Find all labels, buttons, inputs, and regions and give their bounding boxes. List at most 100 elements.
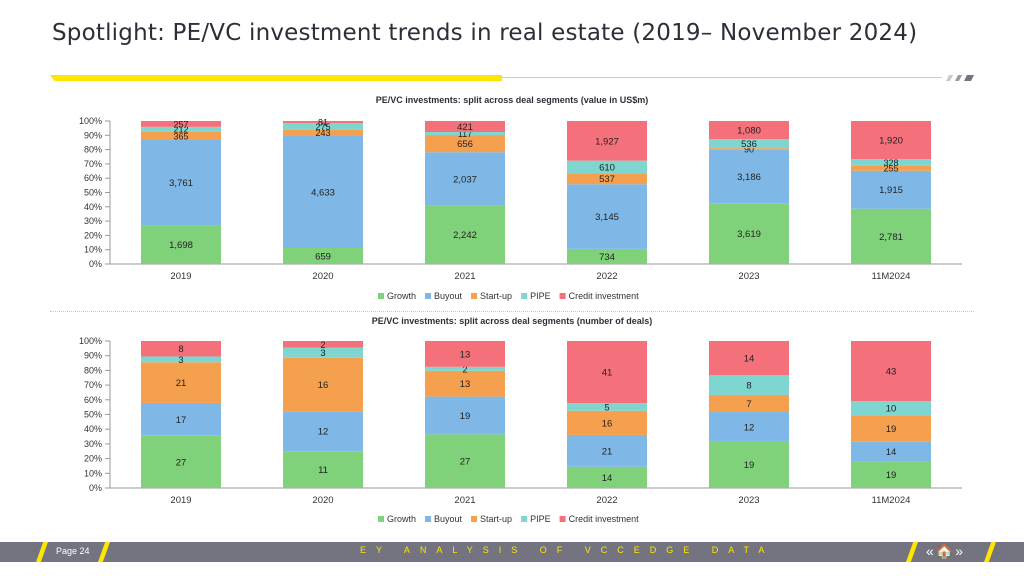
y-tick-label: 60% xyxy=(84,173,102,183)
data-label: 19 xyxy=(460,411,471,422)
x-tick-label: 2021 xyxy=(454,271,475,282)
data-label: 13 xyxy=(460,379,471,390)
legend-swatch-start-up xyxy=(471,293,478,299)
bar-start-up xyxy=(567,410,647,435)
data-label: 81 xyxy=(318,117,328,127)
data-label: 3 xyxy=(178,355,183,365)
data-label: 8 xyxy=(178,344,183,355)
x-tick-label: 2020 xyxy=(312,271,333,282)
y-tick-label: 10% xyxy=(84,245,102,255)
bar-pipe xyxy=(141,126,221,132)
data-label: 3 xyxy=(320,348,325,359)
legend-label-buyout: Buyout xyxy=(434,514,463,524)
bar-buyout xyxy=(567,184,647,249)
data-label: 2,781 xyxy=(879,232,903,243)
y-tick-label: 0% xyxy=(89,259,102,269)
y-tick-label: 20% xyxy=(84,454,102,464)
data-label: 12 xyxy=(318,427,329,438)
y-tick-label: 30% xyxy=(84,216,102,226)
bar-buyout xyxy=(283,411,363,452)
bar-start-up xyxy=(709,394,789,413)
data-label: 21 xyxy=(602,446,613,457)
x-tick-label: 2019 xyxy=(170,271,191,282)
bar-credit-investment xyxy=(567,121,647,161)
legend-swatch-pipe xyxy=(521,293,528,299)
legend-swatch-buyout xyxy=(425,516,432,522)
bar-credit-investment xyxy=(567,341,647,404)
data-label: 14 xyxy=(744,354,755,365)
bar-start-up xyxy=(851,415,931,442)
data-label: 7 xyxy=(746,399,751,410)
bar-start-up xyxy=(283,129,363,136)
y-tick-label: 20% xyxy=(84,230,102,240)
y-tick-label: 90% xyxy=(84,351,102,361)
data-label: 13 xyxy=(460,349,471,360)
data-label: 41 xyxy=(602,368,613,379)
data-label: 1,915 xyxy=(879,185,903,196)
data-label: 19 xyxy=(886,424,897,435)
y-tick-label: 80% xyxy=(84,365,102,375)
data-label: 43 xyxy=(886,367,897,378)
legend-swatch-growth xyxy=(378,516,384,522)
y-tick-label: 50% xyxy=(84,188,102,198)
y-tick-label: 80% xyxy=(84,145,102,155)
y-tick-label: 70% xyxy=(84,380,102,390)
chart-value: 0% 10% 20% 30% 40% 50% 60% 70% 80% 90% 100% 1,698 3,… xyxy=(79,116,962,301)
bar-credit-investment xyxy=(283,341,363,348)
bar-start-up xyxy=(425,135,505,153)
title-underline-accent xyxy=(50,75,502,81)
data-label: 10 xyxy=(886,404,897,415)
legend-label-start-up: Start-up xyxy=(480,291,512,301)
data-label: 610 xyxy=(599,162,615,173)
bar-buyout xyxy=(709,412,789,442)
x-tick-label: 2020 xyxy=(312,495,333,506)
footer-bar xyxy=(0,542,1024,562)
data-label: 27 xyxy=(176,457,187,468)
x-tick-label: 2019 xyxy=(170,495,191,506)
bar-start-up xyxy=(567,173,647,185)
bar-credit-investment xyxy=(851,121,931,160)
data-label: 21 xyxy=(176,378,187,389)
bar-growth xyxy=(141,435,221,488)
legend-label-buyout: Buyout xyxy=(434,291,463,301)
x-tick-label: 2021 xyxy=(454,495,475,506)
page-title: Spotlight: PE/VC investment trends in re… xyxy=(52,20,918,46)
footer-nav-icons[interactable]: «🏠» xyxy=(926,543,966,559)
data-label: 328 xyxy=(883,158,898,168)
bar-credit-investment xyxy=(141,121,221,127)
bar-credit-investment xyxy=(709,121,789,140)
bar-start-up xyxy=(709,148,789,150)
data-label: 8 xyxy=(746,381,751,392)
y-tick-label: 50% xyxy=(84,410,102,420)
bar-start-up xyxy=(283,357,363,412)
bar-buyout xyxy=(141,139,221,226)
bar-growth xyxy=(709,441,789,488)
bar-pipe xyxy=(567,160,647,174)
page-number: Page 24 xyxy=(56,546,90,556)
x-tick-label: 2022 xyxy=(596,495,617,506)
bar-growth xyxy=(425,205,505,264)
title-underline-rule xyxy=(502,77,942,78)
x-tick-label: 11M2024 xyxy=(872,271,911,282)
data-label: 656 xyxy=(457,139,473,150)
legend-swatch-growth xyxy=(378,293,384,299)
bar-growth xyxy=(709,203,789,264)
bar-pipe xyxy=(283,122,363,130)
y-tick-label: 40% xyxy=(84,424,102,434)
bar-pipe xyxy=(141,356,221,363)
x-tick-label: 2023 xyxy=(738,495,759,506)
legend-label-growth: Growth xyxy=(387,291,416,301)
bar-pipe xyxy=(425,132,505,136)
bar-pipe xyxy=(851,401,931,416)
data-label: 17 xyxy=(176,415,187,426)
data-label: 3,186 xyxy=(737,172,761,183)
bar-growth xyxy=(851,208,931,264)
data-label: 5 xyxy=(604,402,609,412)
bar-pipe xyxy=(709,139,789,149)
legend-swatch-pipe xyxy=(521,516,528,522)
data-label: 365 xyxy=(173,131,188,141)
data-label: 12 xyxy=(744,422,755,433)
y-tick-label: 30% xyxy=(84,439,102,449)
data-label: 19 xyxy=(886,470,897,481)
legend-swatch-buyout xyxy=(425,293,432,299)
